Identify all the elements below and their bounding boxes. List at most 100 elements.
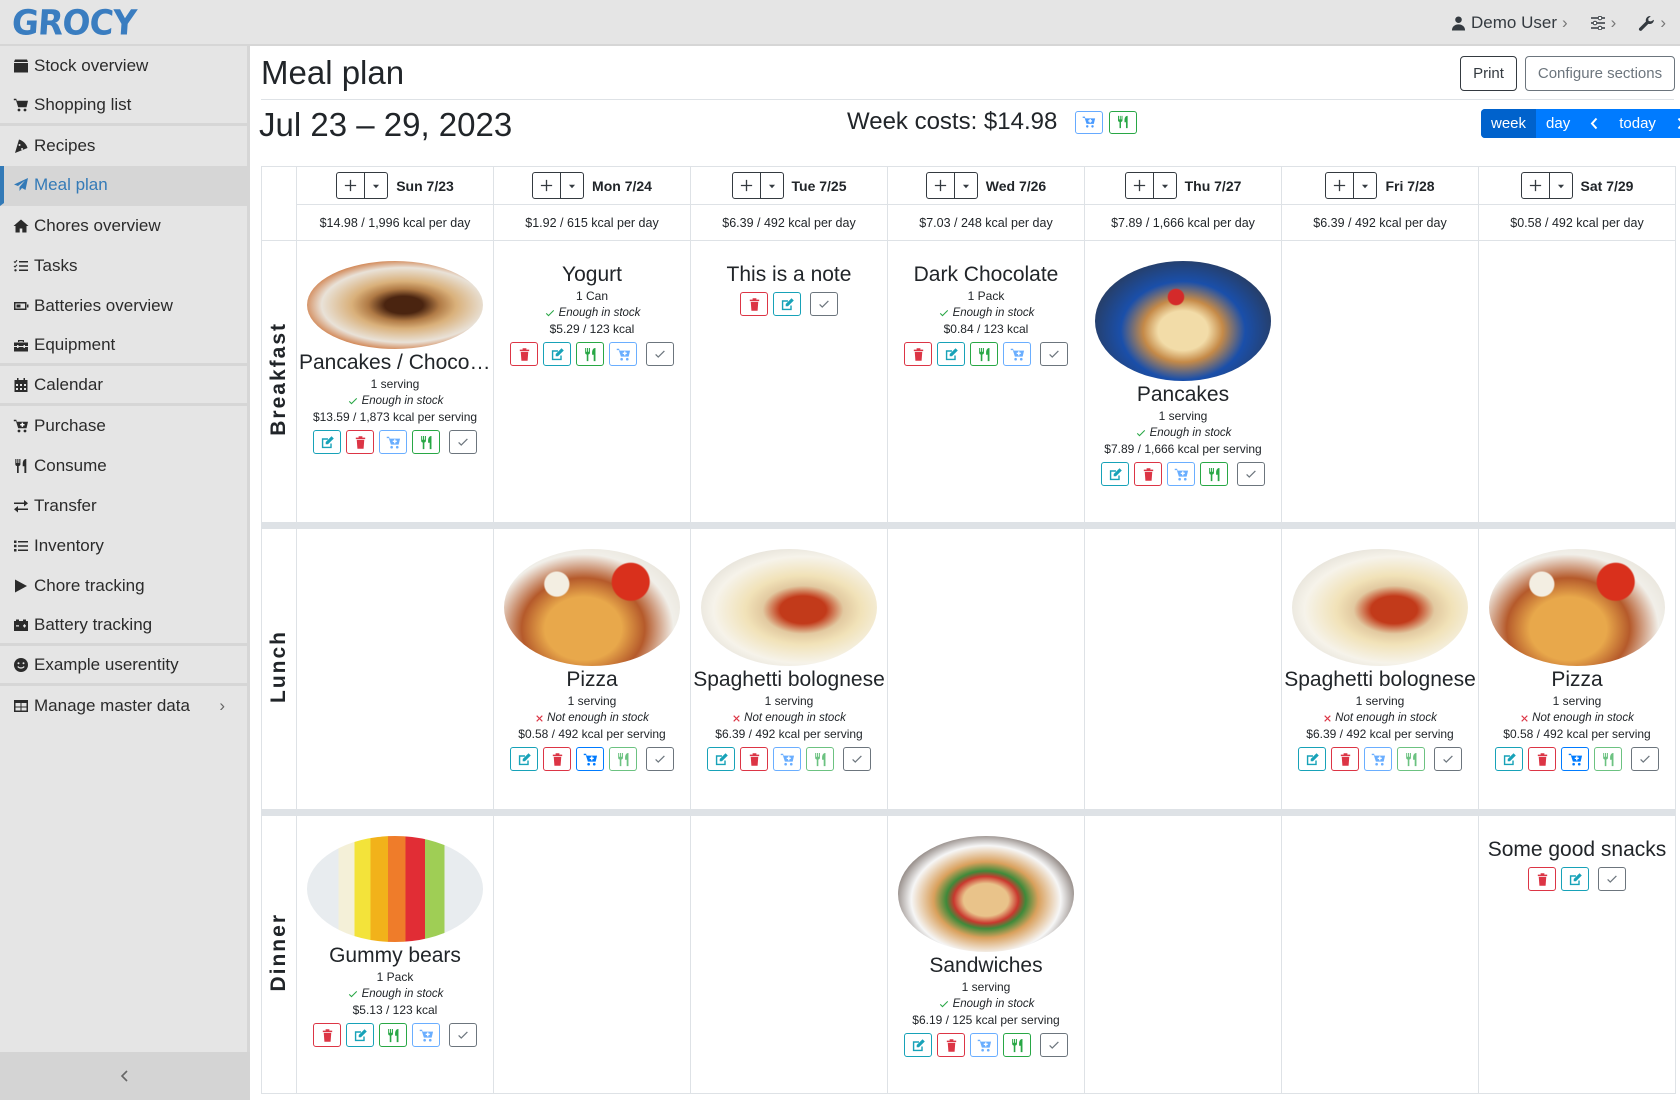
entry-title[interactable]: Yogurt [562, 263, 622, 286]
empty-cell[interactable] [1084, 528, 1282, 810]
add-to-shopping-list-button[interactable] [1167, 462, 1195, 486]
add-to-shopping-list-button[interactable] [609, 342, 637, 366]
sidebar-item-stock-overview[interactable]: Stock overview [0, 46, 247, 86]
entry-title[interactable]: Gummy bears [329, 944, 461, 967]
entry-title[interactable]: Pizza [566, 668, 618, 691]
sidebar-item-calendar[interactable]: Calendar [0, 366, 247, 406]
consume-button[interactable] [609, 747, 637, 771]
mark-done-button[interactable] [1598, 867, 1626, 891]
add-to-shopping-list-button[interactable] [412, 1023, 440, 1047]
add-week-to-shopping-list-button[interactable] [1075, 110, 1104, 134]
delete-button[interactable] [904, 342, 932, 366]
user-menu[interactable]: Demo User › [1451, 13, 1568, 33]
empty-cell[interactable] [1281, 815, 1479, 1094]
consume-week-button[interactable] [1109, 110, 1138, 134]
delete-button[interactable] [1331, 747, 1359, 771]
empty-cell[interactable] [690, 815, 888, 1094]
sidebar-item-equipment[interactable]: Equipment [0, 326, 247, 366]
delete-button[interactable] [510, 342, 538, 366]
edit-button[interactable] [904, 1033, 932, 1057]
mark-done-button[interactable] [1434, 747, 1462, 771]
week-view-button[interactable]: week [1481, 109, 1537, 138]
consume-button[interactable] [412, 430, 440, 454]
add-to-shopping-list-button[interactable] [1364, 747, 1392, 771]
mark-done-button[interactable] [646, 342, 674, 366]
sidebar-item-battery-tracking[interactable]: Battery tracking [0, 606, 247, 646]
edit-button[interactable] [313, 430, 341, 454]
add-entry-button[interactable] [1522, 173, 1550, 198]
mark-done-button[interactable] [843, 747, 871, 771]
edit-button[interactable] [707, 747, 735, 771]
edit-button[interactable] [346, 1023, 374, 1047]
empty-cell[interactable] [296, 528, 494, 810]
collapse-sidebar-button[interactable] [0, 1052, 250, 1100]
sidebar-item-recipes[interactable]: Recipes [0, 126, 247, 166]
entry-title[interactable]: Dark Chocolate [913, 263, 1059, 286]
consume-button[interactable] [806, 747, 834, 771]
consume-button[interactable] [576, 342, 604, 366]
delete-button[interactable] [1528, 867, 1556, 891]
add-to-shopping-list-button[interactable] [1003, 342, 1031, 366]
add-entry-button[interactable] [337, 173, 366, 198]
add-entry-button[interactable] [927, 173, 955, 198]
add-entry-button[interactable] [1126, 173, 1154, 198]
edit-button[interactable] [937, 342, 965, 366]
add-entry-button[interactable] [533, 173, 562, 198]
add-entry-dropdown-button[interactable] [1354, 173, 1376, 198]
consume-button[interactable] [1594, 747, 1622, 771]
add-to-shopping-list-button[interactable] [773, 747, 801, 771]
delete-button[interactable] [313, 1023, 341, 1047]
edit-button[interactable] [1101, 462, 1129, 486]
entry-title[interactable]: Pancakes [1136, 383, 1230, 406]
mark-done-button[interactable] [1237, 462, 1265, 486]
entry-title[interactable]: Sandwiches [929, 954, 1043, 977]
add-entry-button[interactable] [733, 173, 761, 198]
edit-button[interactable] [1495, 747, 1523, 771]
sidebar-item-manage-master-data[interactable]: Manage master data › [0, 686, 247, 726]
add-entry-button[interactable] [1326, 173, 1355, 198]
add-entry-dropdown-button[interactable] [561, 173, 583, 198]
edit-button[interactable] [510, 747, 538, 771]
next-button[interactable] [1666, 109, 1680, 138]
sidebar-item-chore-tracking[interactable]: Chore tracking [0, 566, 247, 606]
empty-cell[interactable] [493, 815, 691, 1094]
today-button[interactable]: today [1619, 115, 1656, 132]
delete-button[interactable] [937, 1033, 965, 1057]
edit-button[interactable] [543, 342, 571, 366]
delete-button[interactable] [543, 747, 571, 771]
add-to-shopping-list-button[interactable] [576, 747, 604, 771]
sidebar-item-shopping-list[interactable]: Shopping list [0, 86, 247, 126]
delete-button[interactable] [1134, 462, 1162, 486]
sidebar-item-meal-plan[interactable]: Meal plan [0, 166, 247, 206]
mark-done-button[interactable] [646, 747, 674, 771]
add-entry-dropdown-button[interactable] [1550, 173, 1572, 198]
add-entry-dropdown-button[interactable] [365, 173, 387, 198]
sidebar-item-inventory[interactable]: Inventory [0, 526, 247, 566]
add-to-shopping-list-button[interactable] [1561, 747, 1589, 771]
mark-done-button[interactable] [449, 1023, 477, 1047]
consume-button[interactable] [1397, 747, 1425, 771]
sidebar-item-batteries-overview[interactable]: Batteries overview [0, 286, 247, 326]
delete-button[interactable] [1528, 747, 1556, 771]
previous-button[interactable] [1580, 109, 1609, 138]
configure-sections-button[interactable]: Configure sections [1525, 56, 1675, 91]
sidebar-item-example-userentity[interactable]: Example userentity [0, 646, 247, 686]
empty-cell[interactable] [1281, 240, 1479, 523]
day-view-button[interactable]: day [1546, 115, 1571, 132]
consume-button[interactable] [1003, 1033, 1031, 1057]
sidebar-item-tasks[interactable]: Tasks [0, 246, 247, 286]
add-to-shopping-list-button[interactable] [379, 430, 407, 454]
sidebar-item-consume[interactable]: Consume [0, 446, 247, 486]
empty-cell[interactable] [1084, 815, 1282, 1094]
delete-button[interactable] [740, 747, 768, 771]
edit-button[interactable] [1561, 867, 1589, 891]
print-button[interactable]: Print [1460, 56, 1517, 91]
add-to-shopping-list-button[interactable] [970, 1033, 998, 1057]
mark-done-button[interactable] [1040, 342, 1068, 366]
sidebar-item-purchase[interactable]: Purchase [0, 406, 247, 446]
mark-done-button[interactable] [810, 292, 838, 316]
delete-button[interactable] [346, 430, 374, 454]
tools-menu[interactable]: › [1638, 13, 1666, 33]
mark-done-button[interactable] [1040, 1033, 1068, 1057]
mark-done-button[interactable] [449, 430, 477, 454]
